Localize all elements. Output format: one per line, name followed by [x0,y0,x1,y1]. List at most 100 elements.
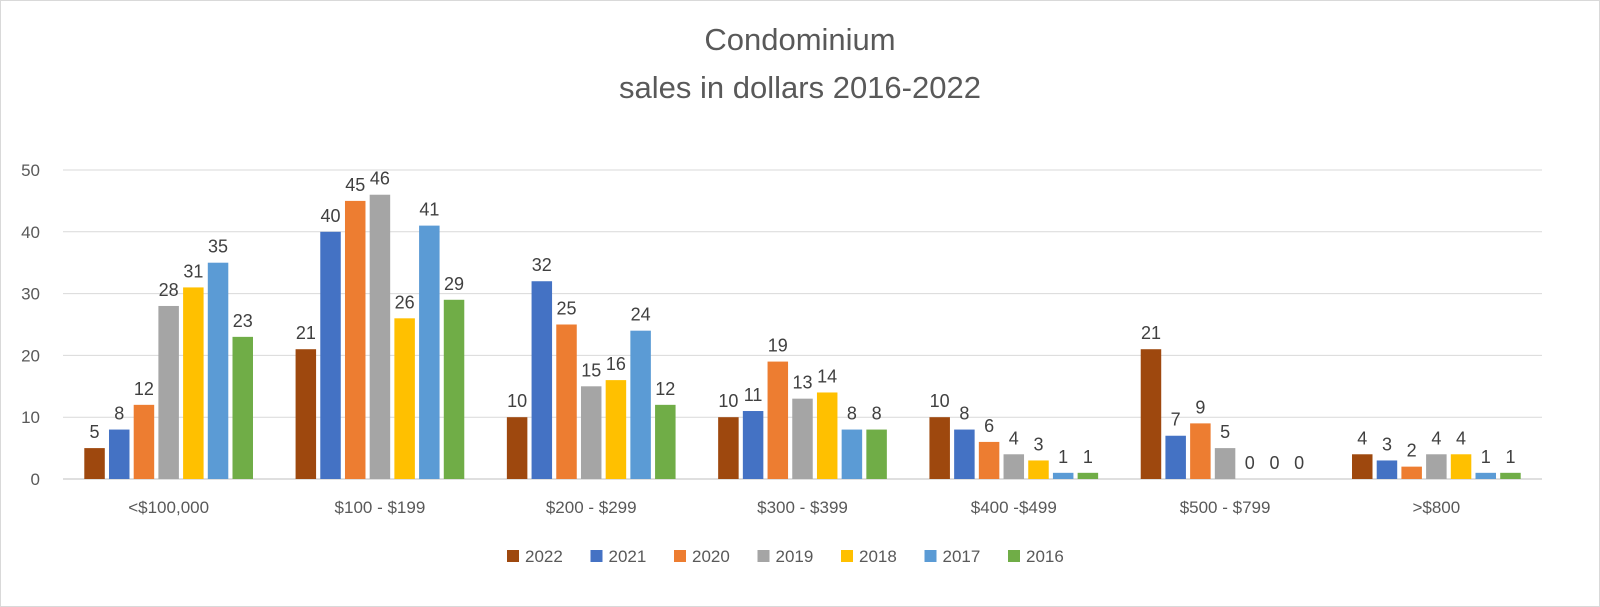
bar-2021 [1376,460,1398,479]
bar-2019 [1214,448,1236,479]
x-tick-label: $200 - $299 [546,498,637,517]
legend-swatch-2016 [1008,550,1020,562]
bar-2022 [1140,349,1162,479]
bar-2017 [1475,472,1497,479]
bar-2018 [394,318,415,479]
x-tick-label: <$100,000 [128,498,209,517]
legend-swatch-2021 [590,550,603,562]
data-label: 11 [744,385,763,405]
bar-2021 [320,231,341,479]
data-label: 31 [183,261,203,281]
data-label: 12 [655,379,675,399]
data-label: 10 [718,391,738,411]
bar-2017 [630,330,651,479]
y-tick-label: 40 [21,223,40,242]
data-label: 1 [1083,447,1093,467]
legend-swatch-2019 [757,550,770,562]
data-label: 8 [114,404,124,424]
data-label: 1 [1058,447,1068,467]
bar-2019 [369,194,391,479]
bar-2017 [419,225,440,479]
bar-2022 [929,417,950,479]
legend-swatch-2020 [674,550,686,562]
x-tick-label: $500 - $799 [1180,498,1271,517]
y-tick-label: 50 [21,161,40,180]
data-label: 40 [321,206,341,226]
data-label: 15 [581,360,601,380]
x-tick-label: >$800 [1412,498,1460,517]
data-label: 7 [1171,410,1181,430]
data-label: 14 [817,366,837,386]
data-label: 26 [395,292,415,312]
y-tick-label: 30 [21,285,40,304]
data-label: 19 [768,336,788,356]
bar-2019 [1426,454,1447,479]
data-label: 41 [419,200,439,220]
data-label: 13 [792,373,812,393]
data-label: 21 [296,323,316,343]
chart-title-line-1: Condominium [704,22,896,57]
bar-2016 [443,299,465,479]
data-label: 6 [984,416,994,436]
data-label: 5 [1220,422,1230,442]
bar-2016 [655,404,676,479]
bar-2019 [1003,454,1025,479]
data-label: 46 [370,169,390,189]
data-label: 35 [208,237,228,257]
y-tick-label: 10 [21,408,40,427]
bar-2018 [605,380,627,479]
data-label: 32 [532,255,552,275]
data-label: 10 [507,391,527,411]
legend-label-2021: 2021 [609,547,647,566]
data-label: 29 [444,274,464,294]
bar-2016 [1077,472,1099,479]
legend: 2022 2021 2020 2019 2018 2017 2016 [507,547,1064,566]
data-label: 8 [847,404,857,424]
bar-2018 [183,287,204,479]
data-label: 25 [556,299,576,319]
data-label: 23 [233,311,253,331]
bar-2022 [84,448,105,479]
bar-2020 [978,441,1000,479]
data-label: 16 [606,354,626,374]
chart-title-line-2: sales in dollars 2016-2022 [619,70,981,105]
data-label: 24 [631,305,651,325]
bar-2020 [1190,423,1211,479]
legend-swatch-2022 [507,550,519,562]
bar-2022 [1352,454,1373,479]
bar-2018 [1450,454,1472,479]
data-label: 4 [1431,428,1441,448]
legend-label-2020: 2020 [692,547,730,566]
data-label: 10 [930,391,950,411]
bar-2018 [816,392,838,479]
bar-2017 [207,262,229,479]
legend-swatch-2017 [924,550,937,562]
y-tick-label: 0 [31,470,40,489]
bar-2016 [232,336,253,479]
data-label: 4 [1456,428,1466,448]
bar-2021 [742,411,764,479]
bar-2020 [767,361,789,479]
bar-2020 [1401,466,1422,479]
bar-2017 [1052,472,1074,479]
bar-2019 [580,386,602,479]
bar-2021 [108,429,130,479]
legend-label-2016: 2016 [1026,547,1064,566]
data-label: 21 [1141,323,1161,343]
bar-2019 [158,305,179,479]
data-label: 3 [1033,434,1043,454]
y-tick-label: 20 [21,346,40,365]
data-label: 0 [1269,453,1279,473]
bar-2021 [531,281,553,479]
data-label: 45 [345,175,365,195]
bar-2021 [1165,435,1186,479]
legend-label-2019: 2019 [776,547,814,566]
x-tick-label: $100 - $199 [335,498,426,517]
x-axis-ticks: <$100,000 $100 - $199 $200 - $299 $300 - $3… [128,498,1460,517]
data-label: 2 [1407,441,1417,461]
data-label: 12 [134,379,154,399]
bar-2019 [792,398,813,479]
x-tick-label: $400 -$499 [971,498,1057,517]
